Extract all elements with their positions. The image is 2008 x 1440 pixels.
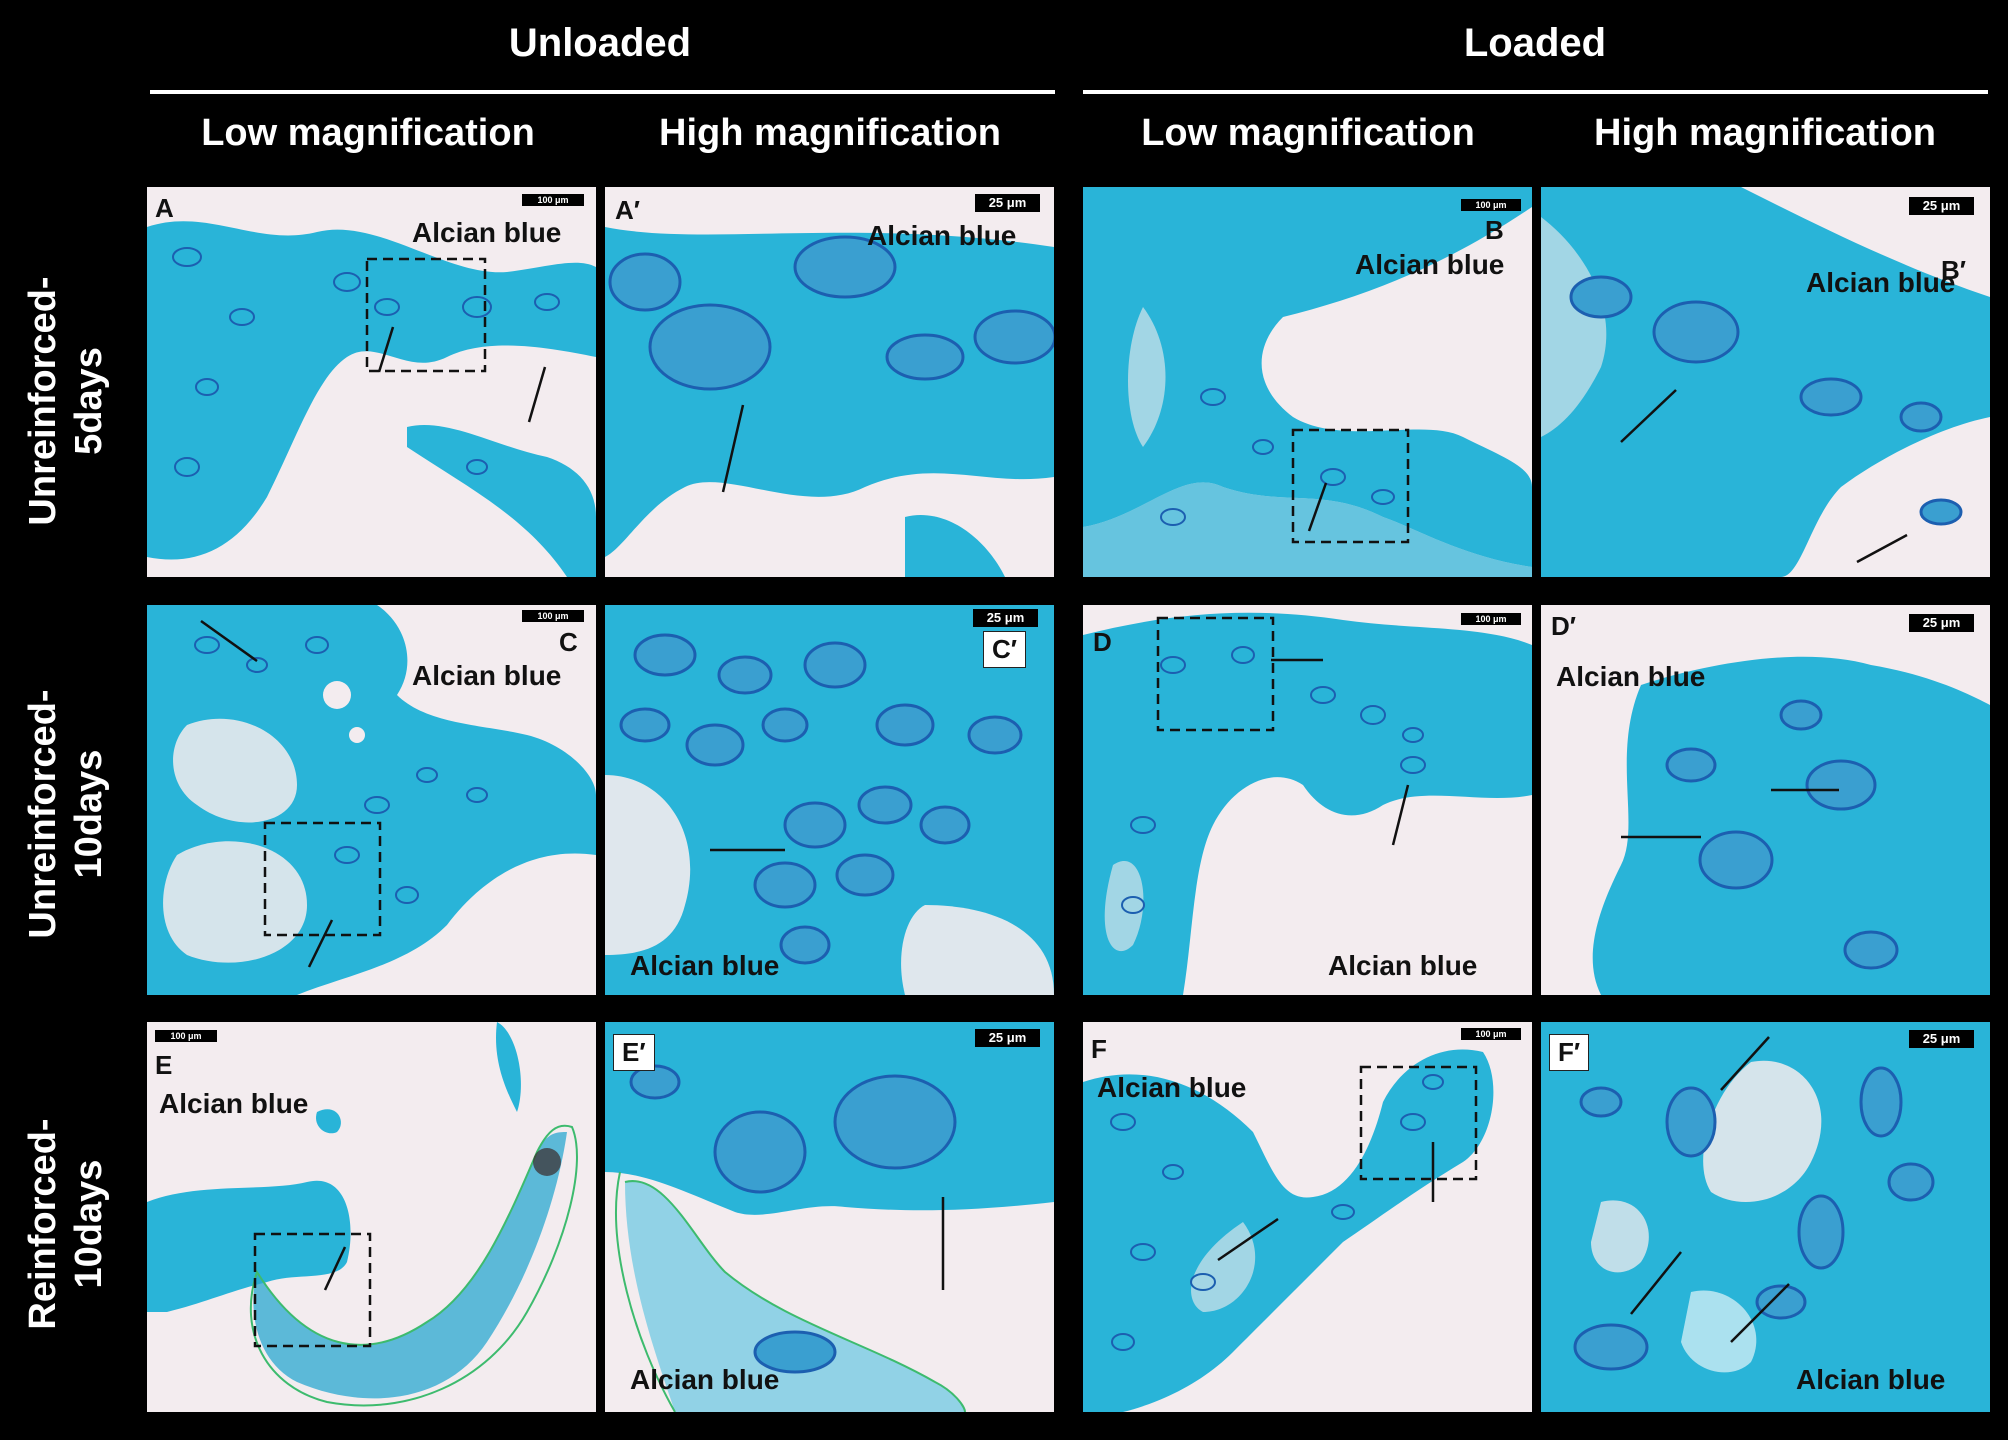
scale-bar: 100 μm: [522, 610, 584, 622]
panel-letter: F: [1091, 1034, 1107, 1064]
panel-B: B Alcian blue 100 μm: [1083, 187, 1532, 577]
stain-label: Alcian blue: [1097, 1072, 1247, 1103]
panel-F: F Alcian blue 100 μm: [1083, 1022, 1532, 1412]
panel-C: C Alcian blue 100 μm: [147, 605, 596, 995]
stain-label: Alcian blue: [630, 1364, 780, 1395]
stain-label: Alcian blue: [1355, 249, 1505, 280]
scale-bar: 100 μm: [1461, 1028, 1521, 1040]
panel-letter: C′: [983, 631, 1027, 668]
tissue-image: [1083, 612, 1532, 995]
panel-D-prime: D′ Alcian blue 25 μm: [1541, 605, 1990, 995]
scale-bar: 100 μm: [1461, 199, 1521, 211]
stain-label: Alcian blue: [412, 660, 562, 691]
column-title-2: High magnification: [659, 112, 1001, 154]
column-title-3: Low magnification: [1141, 112, 1475, 154]
row-label-3-line-2: 10days: [68, 1159, 110, 1289]
panel-F-prime: F′ Alcian blue 25 μm: [1541, 1022, 1990, 1412]
panel-letter: D′: [1551, 611, 1577, 641]
panel-D: D Alcian blue 100 μm: [1083, 605, 1532, 995]
stain-label: Alcian blue: [1806, 267, 1956, 298]
scale-bar: 25 μm: [975, 194, 1040, 212]
stain-label: Alcian blue: [630, 950, 780, 981]
tissue-image: [1541, 187, 1990, 577]
tissue-image: [605, 605, 1054, 995]
scale-bar: 25 μm: [1909, 197, 1974, 215]
scale-bar: 25 μm: [973, 609, 1038, 627]
scale-bar: 25 μm: [975, 1029, 1040, 1047]
panel-E: E Alcian blue 100 μm: [147, 1022, 596, 1412]
group-divider-unloaded: [150, 90, 1055, 94]
tissue-image: [1083, 1049, 1494, 1412]
row-label-2-line-2: 10days: [68, 749, 110, 879]
scale-bar: 100 μm: [522, 194, 584, 206]
tissue-image: [605, 1022, 1054, 1412]
stain-label: Alcian blue: [159, 1088, 309, 1119]
tissue-image: [1541, 1022, 1990, 1412]
panel-letter: C: [559, 627, 578, 657]
tissue-image: [605, 227, 1054, 577]
panel-letter: E: [155, 1050, 173, 1080]
panel-C-prime: C′ Alcian blue 25 μm: [605, 605, 1054, 995]
panel-A-prime: A′ Alcian blue 25 μm: [605, 187, 1054, 577]
row-label-1-line-2: 5days: [68, 347, 110, 455]
group-title-loaded: Loaded: [1463, 21, 1607, 65]
tissue-image: [147, 221, 596, 577]
tissue-image: [147, 1022, 578, 1407]
panel-E-prime: E′ Alcian blue 25 μm: [605, 1022, 1054, 1412]
scale-bar: 25 μm: [1909, 614, 1974, 632]
panel-letter: F′: [1549, 1034, 1590, 1071]
tissue-image: [1592, 656, 1990, 995]
row-label-1: Unreinforced- 5days: [20, 251, 112, 551]
panel-letter: A′: [615, 195, 641, 225]
panel-letter: E′: [613, 1034, 655, 1071]
panel-letter: B′: [1941, 255, 1967, 285]
stain-label: Alcian blue: [1796, 1364, 1946, 1395]
tissue-image: [147, 605, 596, 995]
row-label-2-line-1: Unreinforced-: [22, 689, 64, 939]
panel-B-prime: B′ Alcian blue 25 μm: [1541, 187, 1990, 577]
group-divider-loaded: [1083, 90, 1988, 94]
row-label-2: Unreinforced- 10days: [20, 664, 112, 964]
tissue-image: [1083, 187, 1532, 577]
panel-letter: B: [1485, 215, 1504, 245]
row-label-3-line-1: Reinforced-: [22, 1118, 64, 1330]
group-title-unloaded: Unloaded: [508, 21, 692, 65]
stain-label: Alcian blue: [412, 217, 562, 248]
scale-bar: 100 μm: [155, 1030, 217, 1042]
panel-letter: A: [155, 193, 174, 223]
scale-bar: 100 μm: [1461, 613, 1521, 625]
stain-label: Alcian blue: [1328, 950, 1478, 981]
scale-bar: 25 μm: [1909, 1030, 1974, 1048]
stain-label: Alcian blue: [867, 220, 1017, 251]
column-title-1: Low magnification: [201, 112, 535, 154]
stain-label: Alcian blue: [1556, 661, 1706, 692]
column-title-4: High magnification: [1594, 112, 1936, 154]
row-label-1-line-1: Unreinforced-: [22, 276, 64, 526]
row-label-3: Reinforced- 10days: [20, 1074, 112, 1374]
panel-letter: D: [1093, 627, 1112, 657]
panel-A: A Alcian blue 100 μm: [147, 187, 596, 577]
